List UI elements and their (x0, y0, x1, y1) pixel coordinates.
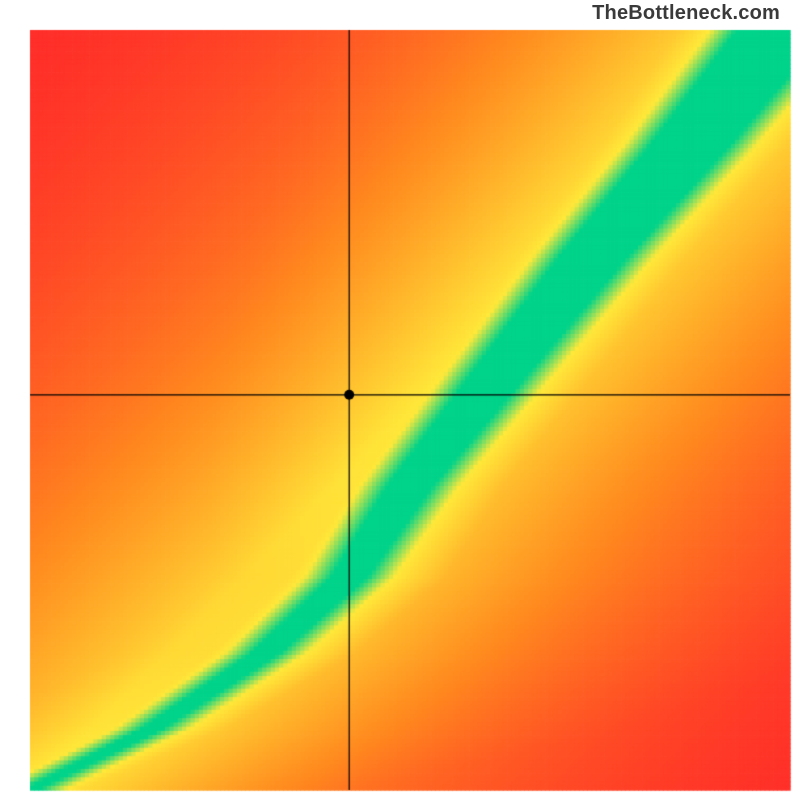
watermark-text: TheBottleneck.com (592, 2, 780, 25)
chart-container: TheBottleneck.com (0, 0, 800, 800)
heatmap-canvas (0, 0, 800, 800)
